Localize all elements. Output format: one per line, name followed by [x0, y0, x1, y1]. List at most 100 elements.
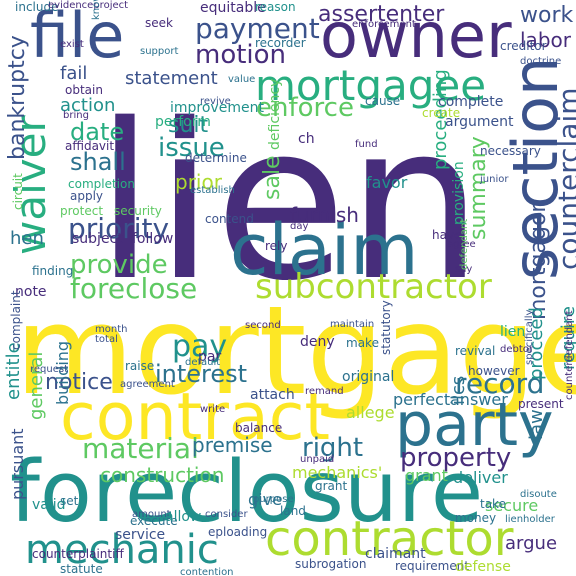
word-file: file: [30, 0, 125, 72]
word-pursuant: pursuant: [8, 428, 27, 500]
word-mortgage: mortgage: [15, 280, 576, 422]
word-pay: pay: [172, 329, 228, 364]
word-know: know: [91, 0, 102, 20]
word-deficiency: deficiency: [267, 78, 283, 150]
word-improvement: improvement: [170, 100, 264, 116]
word-material: material: [82, 432, 199, 465]
word-entitle: entitle: [3, 342, 24, 400]
word-circuit: circuit: [11, 173, 25, 210]
word-fund: fund: [355, 139, 378, 150]
word-finding: finding: [32, 264, 74, 278]
word-attach: attach: [250, 387, 295, 403]
word-work: work: [520, 3, 574, 28]
word-unpaid: unpaid: [300, 454, 335, 465]
word-contract: contract: [60, 380, 330, 455]
word-write: write: [200, 404, 226, 415]
word-contention: contention: [180, 567, 234, 576]
word-mortgagor: mortgagor: [526, 203, 551, 320]
word-counterplaintiff: counterplaintiff: [32, 547, 124, 561]
word-perfect: perfect: [393, 390, 451, 409]
word-claim: claim: [230, 209, 419, 291]
word-mechanic: mechanic: [25, 527, 219, 573]
word-agreement: agreement: [120, 379, 175, 390]
word-fail: fail: [60, 63, 88, 84]
word-service: service: [115, 527, 166, 543]
word-subrogation: subrogation: [295, 557, 367, 571]
word-money: money: [455, 511, 497, 525]
word-bring: bring: [63, 110, 89, 121]
word-right: right: [302, 433, 364, 463]
word-ilcs: ilcs: [448, 375, 469, 405]
word-statute: statute: [60, 562, 103, 576]
word-par: par: [198, 349, 222, 365]
word-requirement: requirement: [395, 559, 470, 573]
word-junior: junior: [480, 174, 509, 185]
word-include: include: [15, 0, 59, 14]
word-argument: argument: [445, 114, 514, 130]
word-complaint: complaint: [9, 290, 23, 350]
word-day: day: [290, 221, 309, 232]
word-follow: follow: [132, 231, 174, 247]
word-execute: execute: [130, 514, 178, 528]
word-equitable: equitable: [200, 0, 266, 16]
word-contend: contend: [205, 212, 254, 226]
word-establish: establish: [190, 185, 235, 196]
word-contractor: contractor: [265, 511, 514, 567]
word-original: original: [342, 369, 395, 385]
word-create: create: [422, 106, 461, 120]
word-month: month: [95, 324, 128, 335]
word-raise: raise: [125, 359, 155, 373]
word-enforcement: enforcement: [352, 19, 416, 30]
word-valid: valid: [32, 497, 66, 513]
word-second: second: [245, 320, 281, 331]
word-debtor: debtor: [500, 344, 533, 355]
word-default: default: [185, 357, 221, 368]
word-present: present: [518, 397, 564, 411]
word-necessary: necessary: [480, 144, 541, 158]
word-revive: revive: [200, 96, 231, 107]
word-make: make: [346, 336, 379, 350]
word-allow: allow: [165, 509, 202, 525]
word-foreclose: foreclose: [70, 272, 198, 305]
word-exist: exist: [60, 39, 84, 50]
word-however: however: [468, 364, 520, 378]
word-apply: apply: [70, 189, 104, 203]
word-evidenceproject: evidenceproject: [48, 0, 129, 11]
word-suit: suit: [168, 113, 209, 138]
word-revival: revival: [455, 344, 496, 358]
word-reason: reason: [255, 0, 296, 14]
word-determine: determine: [185, 151, 247, 165]
word-amount: amount: [132, 509, 171, 520]
word-counterclaim: counterclaim: [552, 87, 576, 270]
word-balance: balance: [235, 421, 283, 435]
word-request: request: [30, 364, 69, 375]
word-counterdefendant: counterdefendant: [564, 310, 575, 400]
word-recorder: recorder: [255, 36, 306, 50]
word-foreclosure: foreclosure: [10, 443, 484, 542]
word-take: take: [480, 497, 506, 511]
word-action: action: [60, 95, 116, 116]
word-construction: construction: [100, 463, 225, 487]
word-argue: argue: [505, 533, 558, 554]
word-statutory: statutory: [379, 300, 393, 355]
word-grant: grant: [405, 466, 448, 485]
word-notice: notice: [45, 370, 113, 395]
word-prior: prior: [175, 170, 222, 194]
word-payment: payment: [195, 12, 320, 45]
word-enforce: enforce: [256, 93, 354, 123]
word-lienholder: lienholder: [505, 514, 555, 525]
word-answer: answer: [450, 390, 508, 409]
word-premise: premise: [192, 433, 273, 457]
word-assertenter: assertenter: [318, 2, 445, 27]
word-doctrine: doctrine: [520, 56, 562, 67]
word-completion: completion: [68, 177, 135, 191]
word-motion: motion: [195, 40, 287, 70]
word-owner: owner: [320, 0, 512, 72]
word-secure: secure: [485, 496, 539, 515]
word-mechanics: mechanics': [292, 463, 383, 482]
word-rely: rely: [265, 239, 288, 253]
word-furnish: furnish: [290, 203, 359, 227]
word-cause: cause: [365, 94, 401, 108]
word-obtain: obtain: [65, 83, 103, 97]
